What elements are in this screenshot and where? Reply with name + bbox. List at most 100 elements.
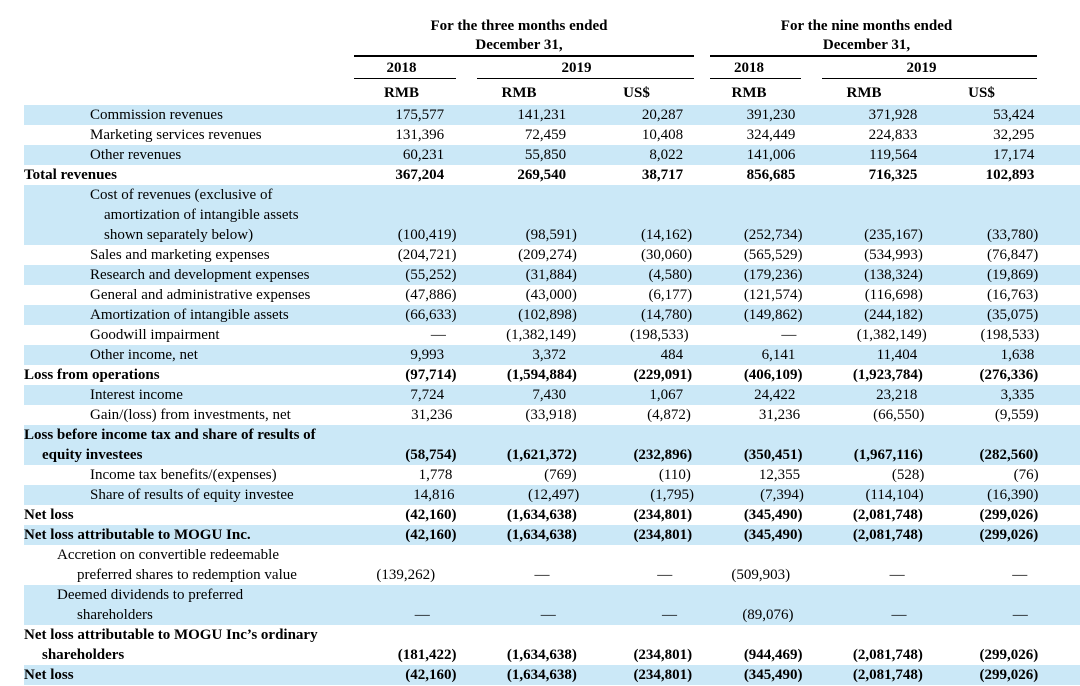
period-header-nine-months: For the nine months ended December 31, <box>694 0 1039 55</box>
value-cell: (149,862) <box>743 307 803 323</box>
table-row: Interest income 7,724 7,430 1,067 24,422 23,2… <box>24 385 1080 405</box>
value-cell: 9,993 <box>410 347 445 363</box>
value-cell: (181,422) <box>397 647 457 663</box>
value-cell: 3,372 <box>532 347 567 363</box>
table-row: Gain/(loss) from investments, net 31,236 (… <box>24 405 1080 425</box>
row-label: Marketing services revenues <box>24 125 333 145</box>
value-cell: 3,335 <box>1000 387 1035 403</box>
table-row: Net loss attributable to MOGU Inc. (42,16… <box>24 525 1080 545</box>
value-cell: (2,081,748) <box>852 667 923 683</box>
table-row: Other income, net 9,993 3,372 484 6,141 11,40… <box>24 345 1080 365</box>
value-cell: (9,559) <box>994 407 1039 423</box>
value-cell: 324,449 <box>746 127 796 143</box>
value-cell: 53,424 <box>993 107 1035 123</box>
year-underline <box>354 78 456 82</box>
value-cell: (528) <box>891 467 925 483</box>
row-label-line: General and administrative expenses <box>90 287 311 303</box>
value-cell: (139,262) <box>376 567 436 583</box>
table-row: Net loss (42,160) (1,634,638) (234,801) (345… <box>24 505 1080 525</box>
row-label: General and administrative expenses <box>24 285 342 305</box>
period-title-line2: December 31, <box>822 37 911 53</box>
value-cell: (19,869) <box>986 267 1039 283</box>
value-cell: (1,634,638) <box>506 667 577 683</box>
year-header: 2018 <box>734 60 764 76</box>
row-label-line: Marketing services revenues <box>90 127 262 143</box>
value-cell: (565,529) <box>743 247 803 263</box>
value-cell: 371,928 <box>868 107 918 123</box>
value-cell: (769) <box>544 467 577 483</box>
table-row: General and administrative expenses (47,8… <box>24 285 1080 305</box>
value-cell: 14,816 <box>413 487 455 503</box>
value-cell: 175,577 <box>395 107 445 123</box>
value-cell: 856,685 <box>746 167 796 183</box>
table-row: Share of results of equity investee 14,81… <box>24 485 1080 505</box>
value-cell: — <box>889 567 905 583</box>
value-cell: — <box>534 567 550 583</box>
value-cell: (66,633) <box>405 307 457 323</box>
year-header: 2019 <box>906 60 937 76</box>
value-cell: 17,174 <box>993 147 1035 163</box>
value-cell: (244,182) <box>864 307 923 323</box>
row-label: Loss before income tax and share of resu… <box>24 425 342 465</box>
value-cell: (1,795) <box>650 487 695 503</box>
value-cell: (276,336) <box>979 367 1039 383</box>
value-cell: (1,634,638) <box>506 527 577 543</box>
value-cell: 38,717 <box>641 167 684 183</box>
value-cell: (209,274) <box>518 247 577 263</box>
value-cell: (12,497) <box>527 487 580 503</box>
currency-header: US$ <box>968 85 995 101</box>
value-cell: — <box>540 607 556 623</box>
value-cell: (14,780) <box>640 307 693 323</box>
year-underline <box>710 78 801 82</box>
value-cell: 269,540 <box>517 167 567 183</box>
value-cell: 23,218 <box>876 387 918 403</box>
value-cell: (89,076) <box>742 607 794 623</box>
value-cell: (235,167) <box>864 227 923 243</box>
table-row: Loss before income tax and share of resu… <box>24 425 1080 465</box>
value-cell: (252,734) <box>743 227 803 243</box>
period-underline <box>710 55 1037 59</box>
row-label: Income tax benefits/(expenses) <box>24 465 339 485</box>
value-cell: 32,295 <box>993 127 1035 143</box>
value-cell: (4,872) <box>647 407 691 423</box>
row-label: Research and development expenses <box>24 265 342 285</box>
value-cell: (58,754) <box>405 447 457 463</box>
row-label-line: Net loss attributable to MOGU Inc’s ordi… <box>24 627 318 643</box>
row-label-line: Other revenues <box>90 147 182 163</box>
currency-header: RMB <box>501 85 537 101</box>
value-cell: 484 <box>660 347 684 363</box>
value-cell: (1,967,116) <box>853 447 923 463</box>
value-cell: (198,533) <box>980 327 1040 343</box>
value-cell: (345,490) <box>743 667 803 683</box>
value-cell: — <box>414 607 430 623</box>
value-cell: (1,594,884) <box>506 367 577 383</box>
value-cell: (114,104) <box>865 487 924 503</box>
value-cell: (282,560) <box>979 447 1039 463</box>
value-cell: 1,638 <box>1000 347 1035 363</box>
row-label-line: Accretion on convertible redeemable <box>57 547 279 563</box>
value-cell: (299,026) <box>979 527 1039 543</box>
value-cell: — <box>430 327 446 343</box>
value-cell: (234,801) <box>633 667 693 683</box>
row-label-line: shareholders <box>42 647 125 663</box>
row-label: Total revenues <box>24 165 333 185</box>
period-title-line1: For the nine months ended <box>780 18 953 34</box>
value-cell: (944,469) <box>743 647 803 663</box>
row-label-line: equity investees <box>42 447 143 463</box>
row-label: Cost of revenues (exclusive of amortizati… <box>24 185 342 245</box>
value-cell: 10,408 <box>641 127 684 143</box>
row-label: Amortization of intangible assets <box>24 305 342 325</box>
value-cell: (204,721) <box>397 247 457 263</box>
value-cell: 716,325 <box>868 167 918 183</box>
value-cell: 31,236 <box>758 407 801 423</box>
currency-header: RMB <box>731 85 767 101</box>
row-label-line: Loss before income tax and share of resu… <box>24 427 316 443</box>
value-cell: (76,847) <box>986 247 1039 263</box>
value-cell: — <box>1012 607 1028 623</box>
row-label-line: amortization of intangible assets <box>104 207 299 223</box>
value-cell: (110) <box>658 467 691 483</box>
value-cell: 8,022 <box>649 147 684 163</box>
row-label: Accretion on convertible redeemable prefe… <box>24 545 326 585</box>
row-label-line: Net loss <box>24 667 74 683</box>
table-row: Cost of revenues (exclusive of amortizati… <box>24 185 1080 245</box>
